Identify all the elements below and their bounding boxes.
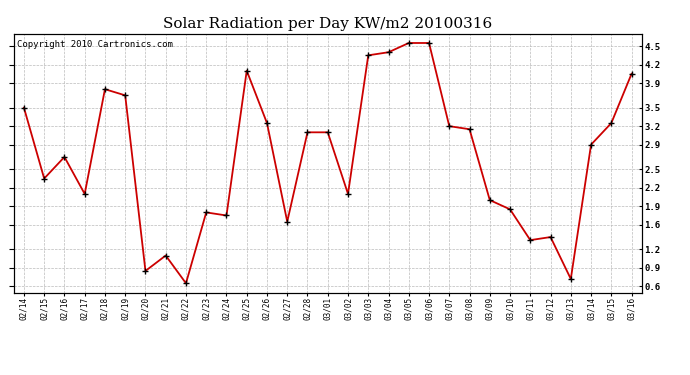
Text: Copyright 2010 Cartronics.com: Copyright 2010 Cartronics.com [17,40,172,49]
Title: Solar Radiation per Day KW/m2 20100316: Solar Radiation per Day KW/m2 20100316 [163,17,493,31]
